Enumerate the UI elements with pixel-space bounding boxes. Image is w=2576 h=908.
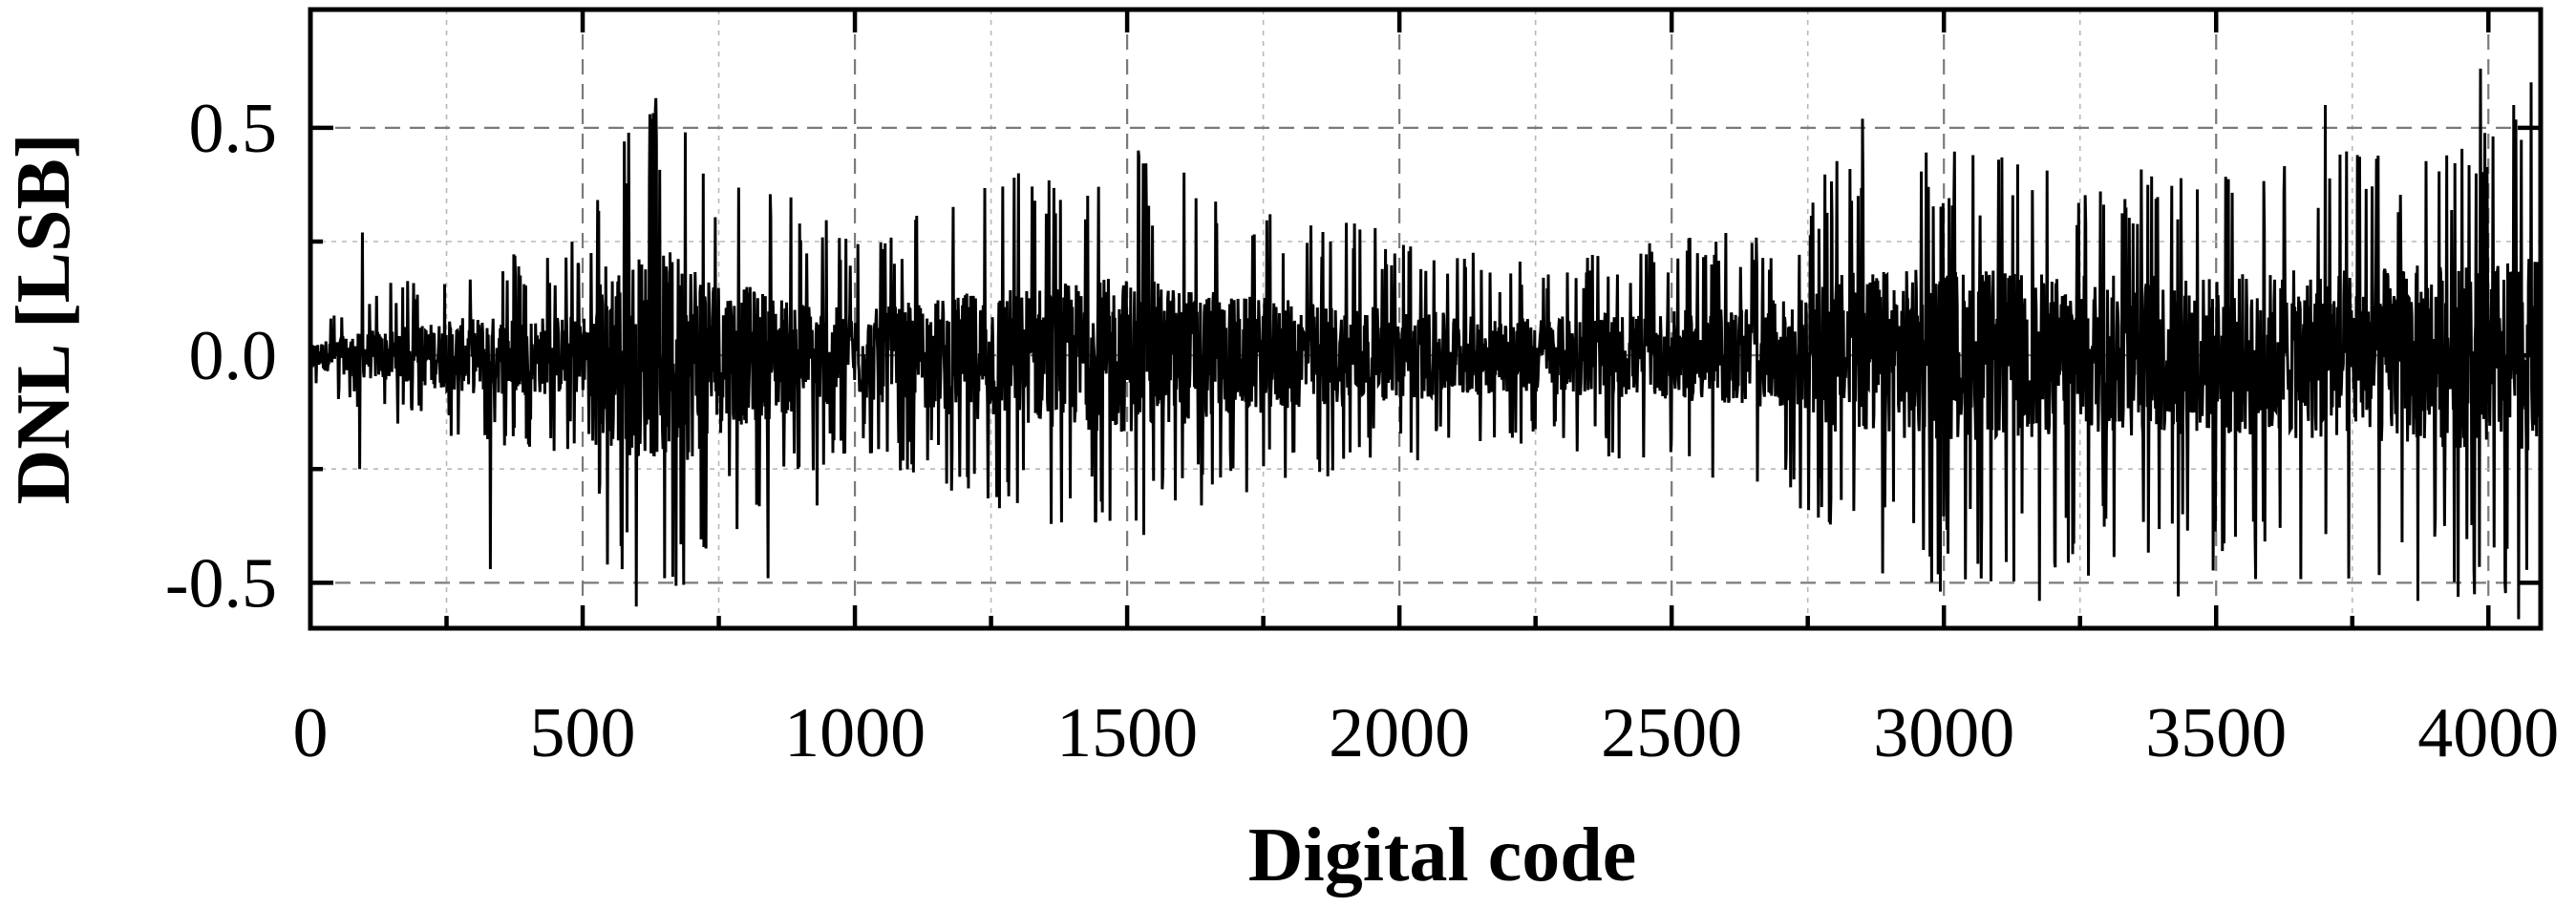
x-tick-label: 2000 (1329, 694, 1470, 772)
y-tick-labels: -0.5 0.0 0.5 (165, 90, 277, 623)
x-tick-label: 1500 (1056, 694, 1198, 772)
dnl-series-line (309, 68, 2543, 620)
x-tick-label: 3000 (1873, 694, 2014, 772)
y-tick-label: 0.0 (189, 317, 278, 395)
x-tick-label: 0 (293, 694, 329, 772)
x-tick-label: 2500 (1601, 694, 1742, 772)
x-tick-label: 1000 (784, 694, 926, 772)
y-axis-title: DNL [LSB] (2, 134, 86, 505)
dnl-series-group (309, 68, 2543, 620)
y-tick-label: 0.5 (189, 90, 278, 168)
x-tick-label: 4000 (2417, 694, 2559, 772)
plot-area-border (308, 7, 2544, 631)
y-tick-label: -0.5 (165, 544, 277, 623)
axis-ticks (308, 10, 2541, 628)
x-tick-label: 3500 (2145, 694, 2287, 772)
plot-frame (308, 7, 2544, 631)
x-tick-label: 500 (530, 694, 636, 772)
x-tick-labels: 0 500 1000 1500 2000 2500 3000 3500 4000 (293, 694, 2560, 772)
x-axis-title: Digital code (1248, 813, 1637, 897)
